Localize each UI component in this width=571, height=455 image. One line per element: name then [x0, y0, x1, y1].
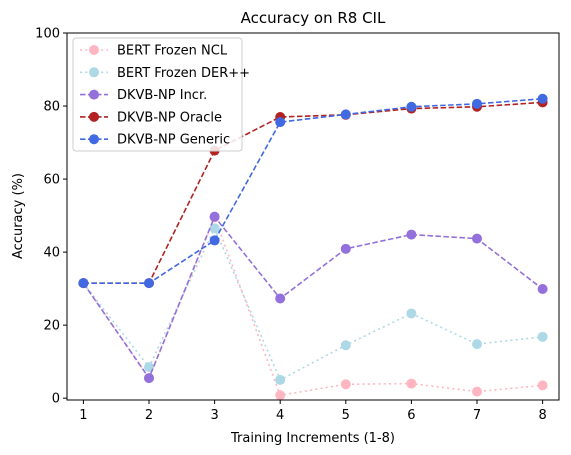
- y-tick-label: 0: [52, 392, 60, 407]
- series-line: [83, 101, 543, 284]
- series-bert-frozen-der-: [78, 223, 548, 385]
- y-tick-label: 60: [43, 173, 60, 188]
- data-point: [406, 101, 417, 112]
- data-point: [406, 308, 417, 319]
- data-point: [537, 283, 548, 294]
- data-point: [144, 373, 154, 384]
- data-point: [406, 378, 417, 389]
- legend-item: BERT Frozen DER++: [80, 66, 250, 81]
- data-point: [209, 235, 220, 246]
- legend: BERT Frozen NCL BERT Frozen DER++ DKVB-NP …: [72, 37, 250, 152]
- data-point: [472, 339, 482, 350]
- y-tick-label: 80: [43, 100, 60, 115]
- data-point: [209, 211, 220, 222]
- legend-marker: [89, 89, 99, 100]
- legend-label: DKVB-NP Generic: [117, 133, 230, 148]
- data-point: [275, 117, 286, 128]
- legend-box: [72, 37, 243, 152]
- x-tick-label: 8: [538, 408, 546, 423]
- legend-marker: [89, 111, 99, 122]
- legend-item: DKVB-NP Oracle: [80, 110, 222, 125]
- data-point: [340, 340, 351, 351]
- data-point: [275, 293, 286, 304]
- series-dkvb-np-generic: [78, 93, 548, 289]
- data-point: [144, 278, 154, 289]
- data-point: [472, 386, 482, 397]
- series-line: [82, 226, 543, 382]
- data-point: [537, 380, 548, 391]
- data-point: [209, 223, 220, 234]
- series-dkvb-np-incr-: [78, 211, 548, 384]
- legend-marker: [89, 67, 99, 78]
- x-tick-label: 2: [145, 408, 153, 423]
- chart-title: Accuracy on R8 CIL: [241, 9, 386, 27]
- data-point: [472, 98, 482, 109]
- y-tick-label: 100: [35, 27, 60, 42]
- data-point: [340, 109, 351, 120]
- legend-item: DKVB-NP Generic: [80, 133, 230, 148]
- data-point: [406, 229, 417, 240]
- x-tick-label: 5: [342, 408, 350, 423]
- y-axis-title: Accuracy (%): [11, 173, 26, 259]
- y-tick-label: 40: [43, 246, 60, 261]
- data-point: [340, 243, 351, 254]
- x-tick-label: 7: [473, 408, 481, 423]
- data-point: [537, 331, 548, 342]
- legend-label: BERT Frozen DER++: [117, 66, 250, 81]
- data-point: [537, 93, 548, 104]
- legend-label: DKVB-NP Oracle: [117, 110, 222, 125]
- series-layer: [78, 93, 548, 401]
- legend-label: DKVB-NP Incr.: [117, 88, 207, 103]
- legend-label: BERT Frozen NCL: [117, 44, 228, 59]
- legend-item: DKVB-NP Incr.: [80, 88, 207, 103]
- y-tick-label: 20: [43, 319, 60, 334]
- x-axis-ticks: 1 2 3 4 5 6 7 8: [79, 400, 547, 423]
- x-tick-label: 1: [79, 408, 87, 423]
- series-line: [82, 215, 544, 380]
- x-tick-label: 6: [407, 408, 415, 423]
- data-point: [78, 278, 89, 289]
- plot-frame: [66, 32, 560, 401]
- x-axis-title: Training Increments (1-8): [230, 431, 395, 446]
- x-tick-label: 4: [276, 408, 284, 423]
- data-point: [340, 379, 351, 390]
- legend-item: BERT Frozen NCL: [80, 44, 228, 59]
- data-point: [275, 374, 286, 385]
- x-tick-label: 3: [210, 408, 218, 423]
- legend-marker: [89, 45, 99, 55]
- data-point: [275, 390, 286, 401]
- data-point: [144, 362, 154, 373]
- y-axis-ticks: 0 20 40 60 80 100: [35, 27, 67, 407]
- legend-marker: [89, 134, 99, 145]
- series-line: [83, 97, 543, 284]
- data-point: [472, 233, 482, 244]
